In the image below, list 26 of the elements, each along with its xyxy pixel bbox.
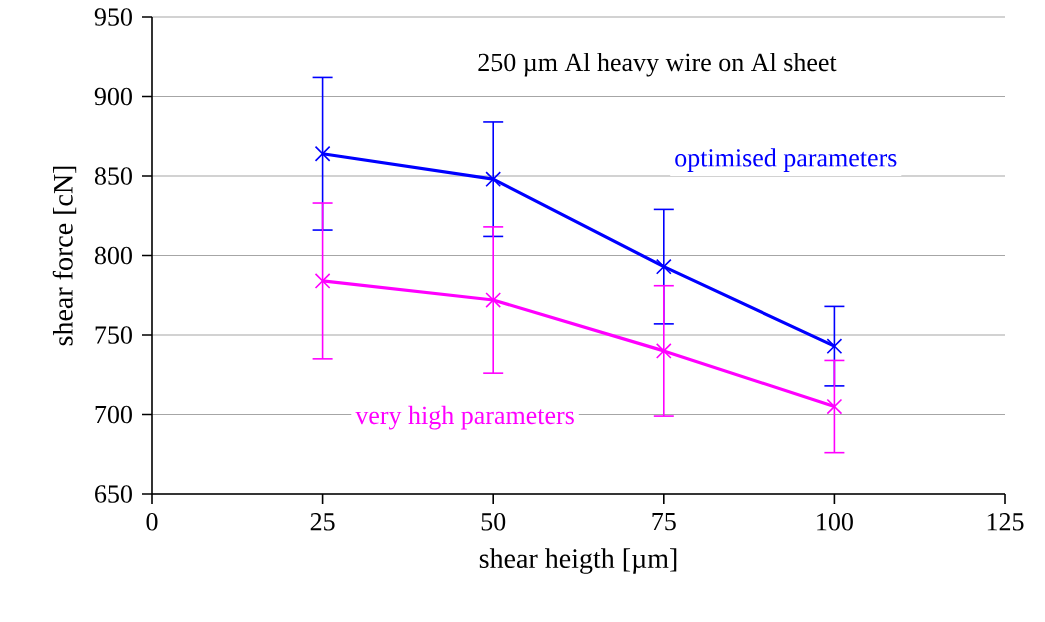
x-tick-label: 0 xyxy=(146,513,158,531)
text: 250 µm Al heavy wire on Al sheet xyxy=(478,52,837,77)
point xyxy=(485,171,502,188)
text: very high parameters xyxy=(355,405,574,430)
y-axis-title: shear force [cN] xyxy=(52,166,77,346)
y-tick-label: 650 xyxy=(95,485,132,503)
x-tick-label: 50 xyxy=(481,513,506,531)
point xyxy=(826,398,843,415)
y-tick-label: 750 xyxy=(95,326,132,344)
point xyxy=(314,273,331,289)
y-tick-label: 950 xyxy=(94,8,132,26)
text: optimised parameters xyxy=(675,148,897,172)
x-tick-label: 125 xyxy=(987,513,1024,531)
x-axis-title: shear heigth [µm] xyxy=(479,548,677,574)
point xyxy=(655,258,672,275)
x-tick-label: 75 xyxy=(652,513,676,531)
y-tick-label: 700 xyxy=(95,405,132,424)
x-tick-label: 25 xyxy=(310,513,335,531)
point xyxy=(314,145,331,162)
point xyxy=(655,343,672,359)
y-tick-label: 800 xyxy=(94,246,132,265)
point xyxy=(826,338,843,354)
y-tick-label: 900 xyxy=(94,87,132,106)
point xyxy=(485,292,502,308)
y-tick-label: 850 xyxy=(94,167,132,185)
x-tick-label: 100 xyxy=(817,513,853,531)
